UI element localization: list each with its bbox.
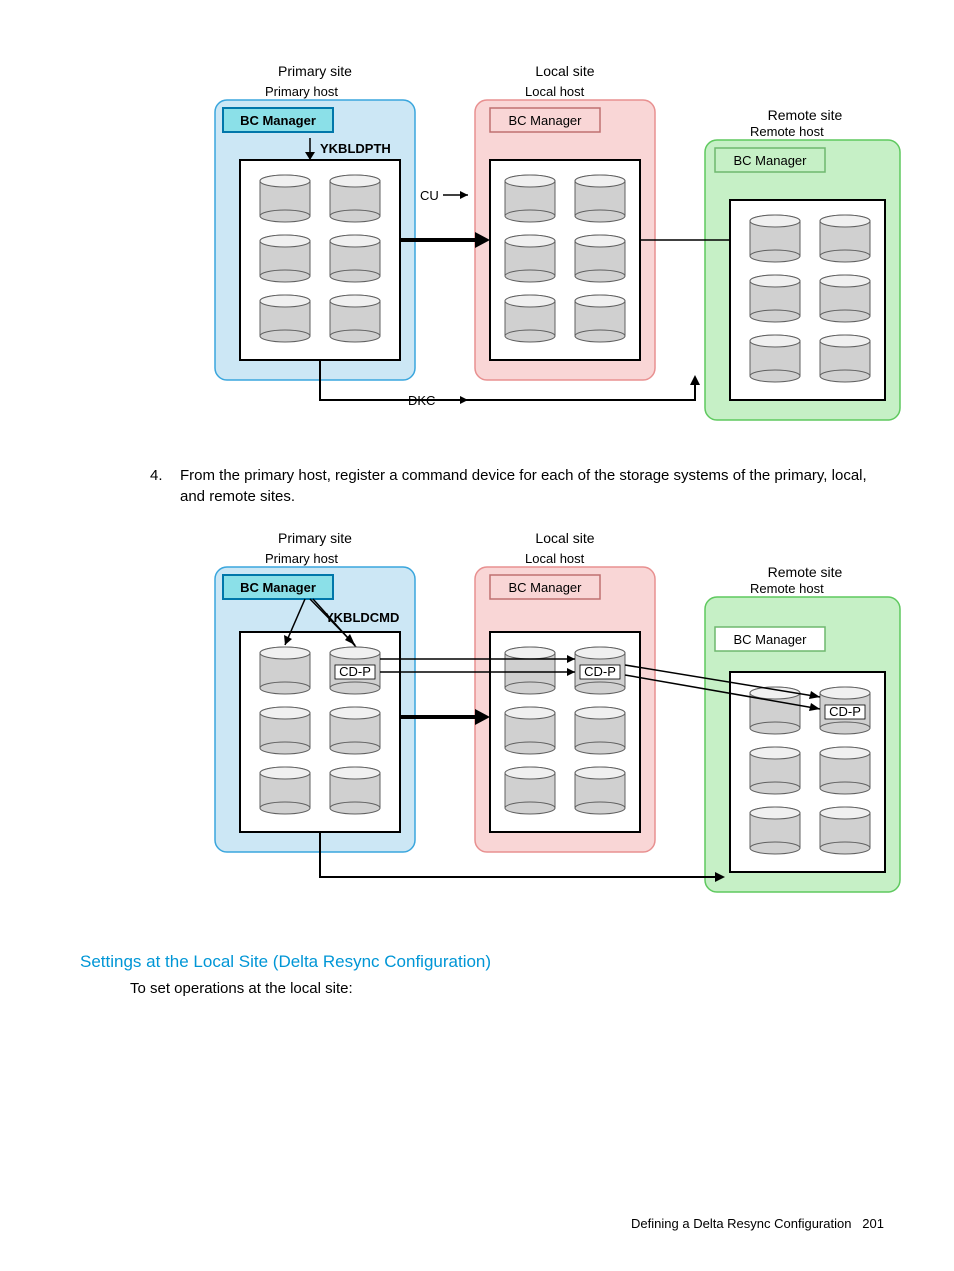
d2-remote-host-label: Remote host: [750, 581, 824, 596]
d1-local-bc-text: BC Manager: [509, 113, 583, 128]
diagram-1-svg: Primary site Local site Remote site Prim…: [195, 60, 915, 430]
d1-remote-site-label: Remote site: [768, 107, 843, 123]
d1-remote-host-label: Remote host: [750, 124, 824, 139]
d2-primary-site-label: Primary site: [278, 530, 352, 546]
d1-remote-bc-text: BC Manager: [734, 153, 808, 168]
d2-remote-site-label: Remote site: [768, 564, 843, 580]
d2-primary-bc-text: BC Manager: [240, 580, 316, 595]
step-4-num: 4.: [150, 465, 180, 507]
diagram-2-svg: Primary site Local site Remote site Prim…: [195, 527, 915, 917]
d1-cu-arrow-head: [460, 191, 468, 199]
section-heading: Settings at the Local Site (Delta Resync…: [80, 952, 884, 972]
d1-cu-label: CU: [420, 188, 439, 203]
d1-cmd-label: YKBLDPTH: [320, 141, 391, 156]
d2-local-bc-text: BC Manager: [509, 580, 583, 595]
footer-page: 201: [862, 1216, 884, 1231]
d1-primary-host-label: Primary host: [265, 84, 338, 99]
d2-remote-bc-text: BC Manager: [734, 632, 808, 647]
d1-dkc-path-head: [690, 375, 700, 385]
step-4: 4. From the primary host, register a com…: [150, 465, 884, 507]
d2-local-site-label: Local site: [535, 530, 594, 546]
d1-primary-bc-text: BC Manager: [240, 113, 316, 128]
d2-local-host-label: Local host: [525, 551, 585, 566]
d2-primary-cdp: CD-P: [339, 664, 371, 679]
footer-text: Defining a Delta Resync Configuration: [631, 1216, 851, 1231]
d1-primary-site-label: Primary site: [278, 63, 352, 79]
d2-local-cdp: CD-P: [584, 664, 616, 679]
footer: Defining a Delta Resync Configuration 20…: [631, 1216, 884, 1231]
page: Primary site Local site Remote site Prim…: [0, 0, 954, 1271]
diagram-2: Primary site Local site Remote site Prim…: [195, 527, 884, 922]
step-4-body: From the primary host, register a comman…: [180, 465, 884, 507]
d2-cmd-label: YKBLDCMD: [325, 610, 399, 625]
d2-remote-cdp: CD-P: [829, 704, 861, 719]
section-body: To set operations at the local site:: [130, 980, 884, 997]
diagram-1: Primary site Local site Remote site Prim…: [195, 60, 884, 435]
d1-local-host-label: Local host: [525, 84, 585, 99]
d2-primary-host-label: Primary host: [265, 551, 338, 566]
d1-local-site-label: Local site: [535, 63, 594, 79]
